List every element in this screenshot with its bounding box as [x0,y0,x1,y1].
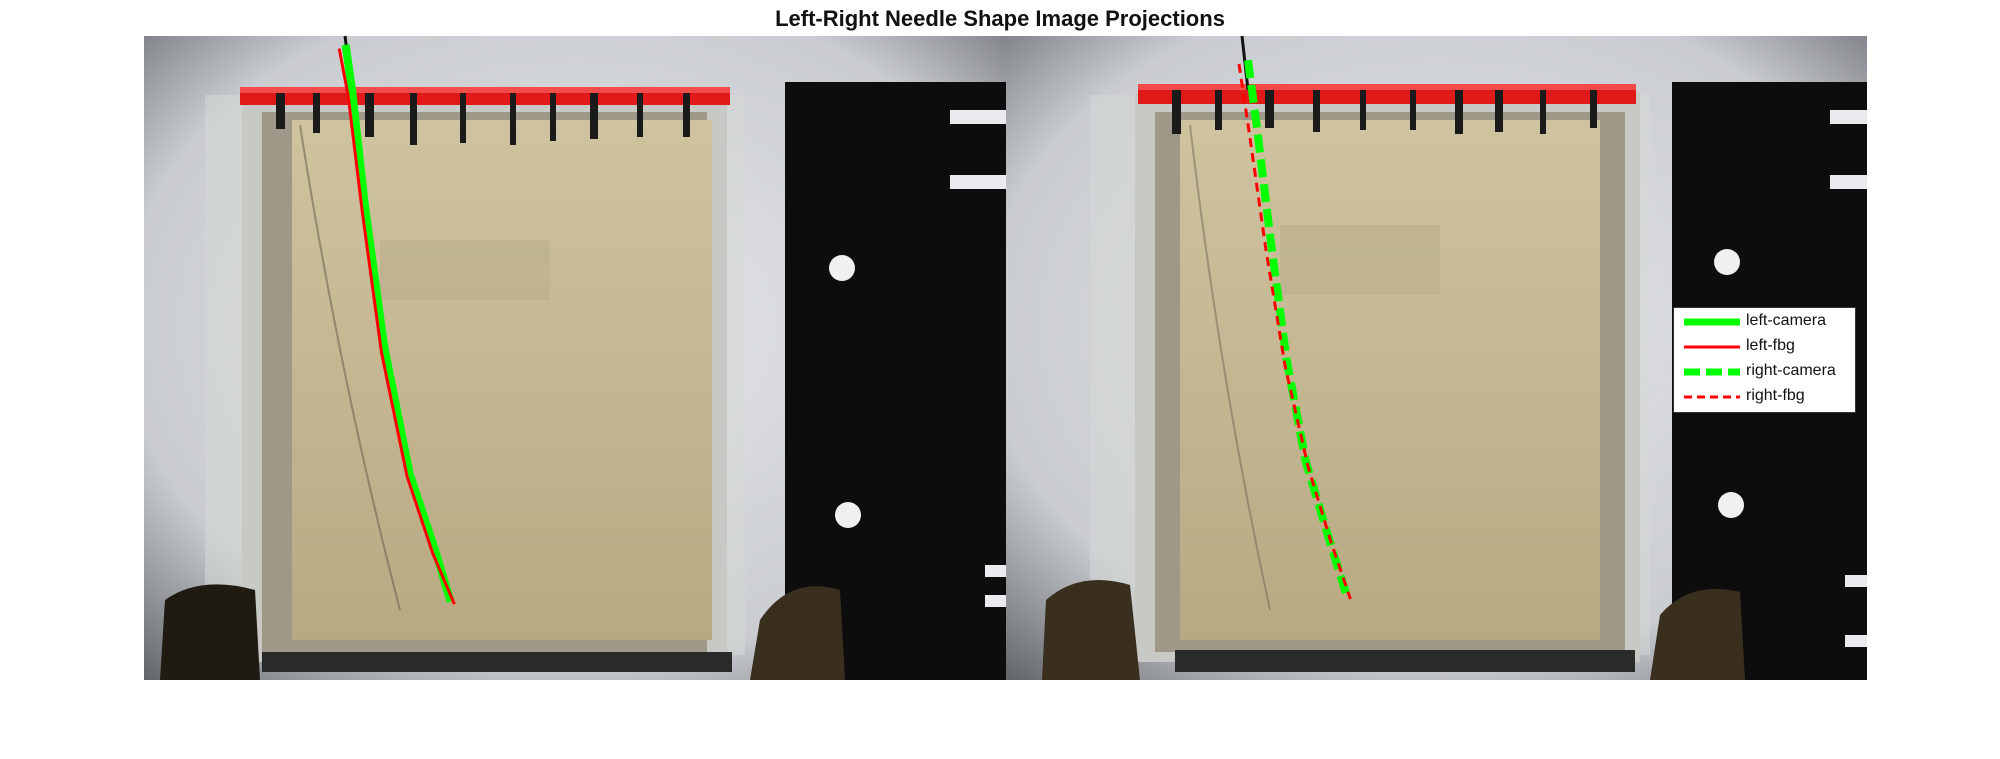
legend-swatch-left-camera [1684,318,1740,326]
legend: left-camera left-fbg right-camera right-… [1673,307,1856,413]
legend-entry-right-camera: right-camera [1674,360,1857,384]
legend-swatch-right-camera [1684,368,1740,376]
legend-swatch-right-fbg [1684,395,1740,399]
legend-label-left-camera: left-camera [1746,312,1827,329]
series-line-left-fbg [337,48,456,605]
series-line-right-fbg [1237,63,1352,600]
legend-label-right-camera: right-camera [1746,362,1836,379]
left-series-layer [337,44,456,605]
legend-entry-left-fbg: left-fbg [1674,335,1857,359]
legend-entry-right-fbg: right-fbg [1674,385,1857,409]
legend-swatch-left-fbg [1684,345,1740,349]
left-image-panel [144,36,1006,680]
legend-label-right-fbg: right-fbg [1746,387,1805,404]
legend-entry-left-camera: left-camera [1674,310,1857,334]
chart-title: Left-Right Needle Shape Image Projection… [775,6,1225,31]
series-line-left-camera [341,44,455,603]
legend-label-left-fbg: left-fbg [1746,337,1795,354]
right-series-layer [1237,59,1352,600]
